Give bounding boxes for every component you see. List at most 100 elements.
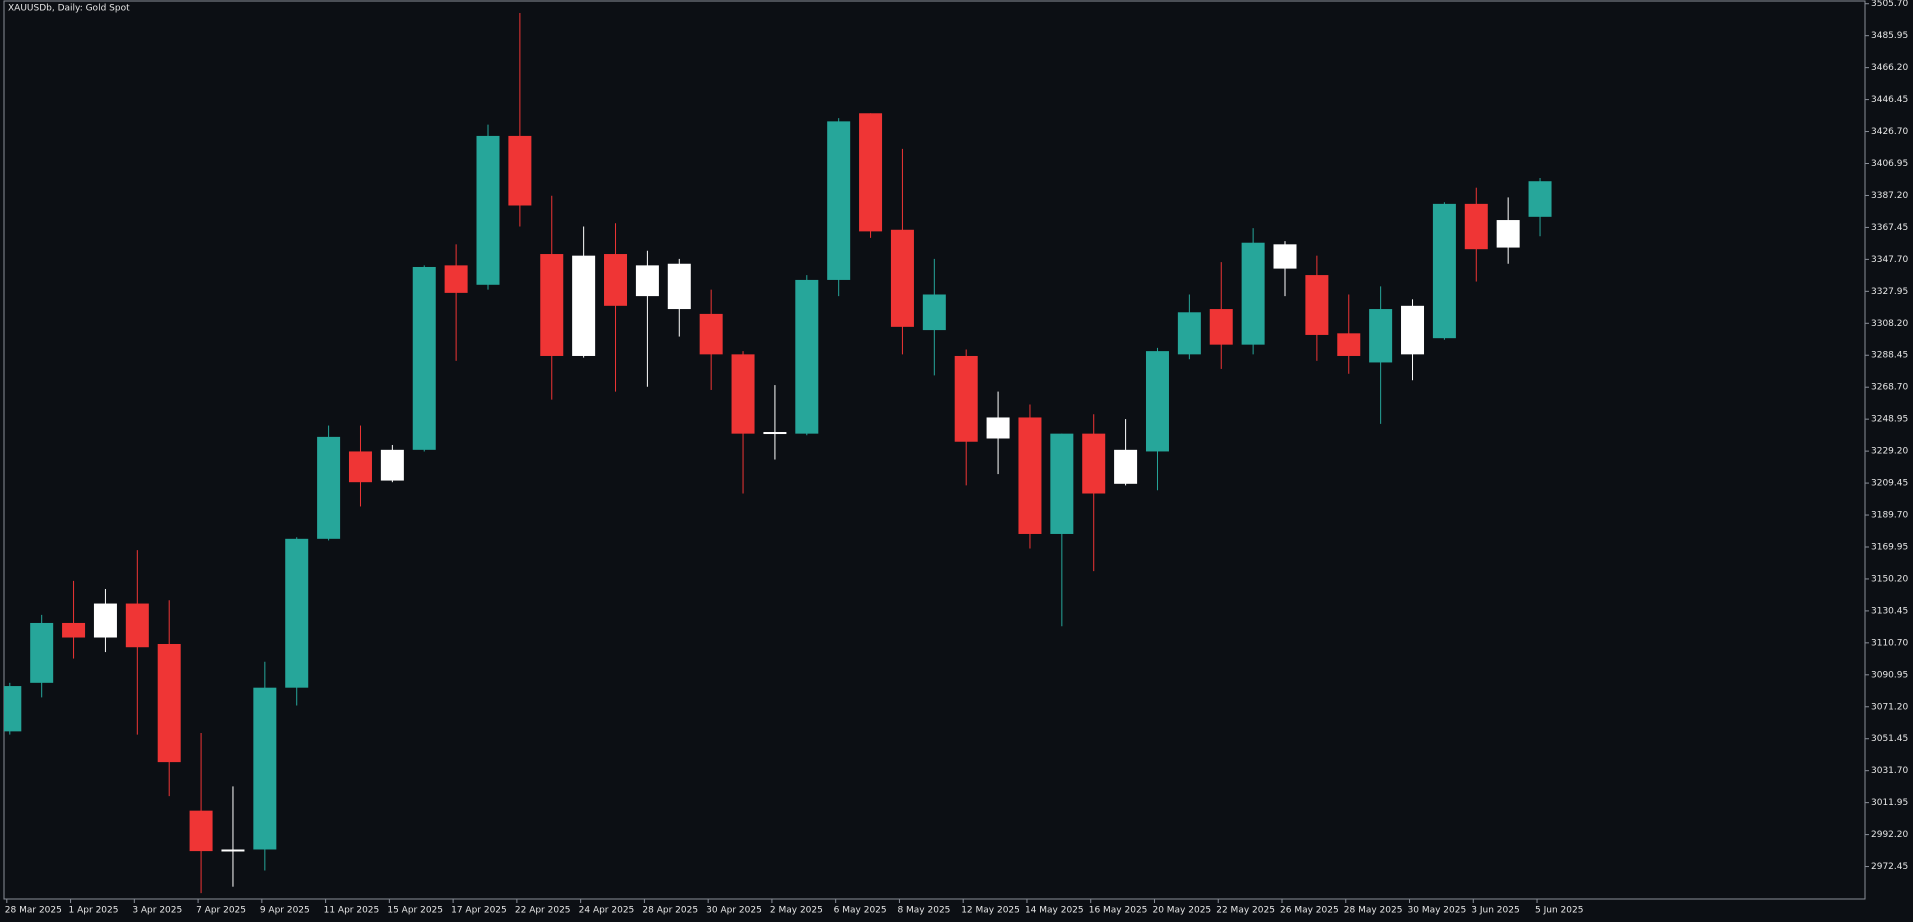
y-tick-label: 3110.70 <box>1871 638 1908 648</box>
x-tick-label: 28 May 2025 <box>1344 906 1403 916</box>
candle-body <box>1177 312 1201 355</box>
x-tick-label: 11 Apr 2025 <box>324 906 380 916</box>
candle-body <box>890 229 914 327</box>
candle-body <box>1432 203 1456 339</box>
candle-body <box>954 355 978 442</box>
x-tick-label: 17 Apr 2025 <box>451 906 507 916</box>
candle-body <box>1528 181 1552 217</box>
candle-body <box>859 113 883 232</box>
x-tick-label: 2 May 2025 <box>770 906 823 916</box>
plot-area <box>4 12 1552 894</box>
candle-body <box>986 417 1010 439</box>
candle-body <box>795 279 819 434</box>
candle-body <box>763 432 787 435</box>
x-tick-label: 30 Apr 2025 <box>706 906 762 916</box>
y-tick-label: 3505.70 <box>1871 0 1908 9</box>
candle-body <box>1145 351 1169 452</box>
x-tick-label: 16 May 2025 <box>1089 906 1148 916</box>
candle-body <box>30 622 54 683</box>
x-tick-label: 5 Jun 2025 <box>1535 906 1583 916</box>
candle-body <box>1082 433 1106 494</box>
y-tick-label: 3169.95 <box>1871 542 1908 552</box>
candle-body <box>1273 244 1297 269</box>
chart-title: XAUUSDb, Daily: Gold Spot <box>8 4 130 14</box>
candle-body <box>1496 220 1520 248</box>
candle-body <box>380 449 404 481</box>
x-tick-label: 14 May 2025 <box>1025 906 1084 916</box>
y-tick-label: 3466.20 <box>1871 63 1908 73</box>
candle-body <box>1401 305 1425 355</box>
x-tick-label: 1 Apr 2025 <box>69 906 119 916</box>
candle-body <box>125 603 149 648</box>
y-tick-label: 3406.95 <box>1871 159 1908 169</box>
y-tick-label: 3367.45 <box>1871 223 1908 233</box>
candle-body <box>1050 433 1074 534</box>
candle-body <box>1369 309 1393 363</box>
candle-body <box>221 849 245 852</box>
x-tick-label: 3 Jun 2025 <box>1471 906 1519 916</box>
x-tick-label: 12 May 2025 <box>961 906 1020 916</box>
candle-body <box>827 121 851 280</box>
candle-body <box>635 265 659 297</box>
candle-body <box>285 538 309 688</box>
x-tick-label: 20 May 2025 <box>1152 906 1211 916</box>
plot-frame <box>3 0 1866 900</box>
candle-body <box>699 313 723 355</box>
candle-body <box>4 686 22 732</box>
candle-body <box>1305 275 1329 335</box>
y-tick-label: 3268.70 <box>1871 383 1908 393</box>
candle-body <box>253 687 277 850</box>
y-tick-label: 3011.95 <box>1871 798 1908 808</box>
y-tick-label: 3327.95 <box>1871 287 1908 297</box>
candle-body <box>476 135 500 285</box>
y-tick-label: 3446.45 <box>1871 95 1908 105</box>
candle-body <box>348 451 372 483</box>
y-tick-label: 3288.45 <box>1871 351 1908 361</box>
candle-body <box>412 266 436 450</box>
x-tick-label: 30 May 2025 <box>1408 906 1467 916</box>
x-tick-label: 9 Apr 2025 <box>260 906 310 916</box>
y-tick-label: 3347.70 <box>1871 255 1908 265</box>
x-tick-label: 28 Apr 2025 <box>642 906 698 916</box>
candle-body <box>1209 309 1233 345</box>
y-tick-label: 3485.95 <box>1871 31 1908 41</box>
y-tick-label: 3071.20 <box>1871 702 1908 712</box>
x-tick-label: 26 May 2025 <box>1280 906 1339 916</box>
x-tick-label: 7 Apr 2025 <box>196 906 246 916</box>
x-tick-label: 22 May 2025 <box>1216 906 1275 916</box>
y-tick-label: 2972.45 <box>1871 862 1908 872</box>
candle-body <box>157 643 181 763</box>
y-tick-label: 3090.95 <box>1871 670 1908 680</box>
x-tick-label: 3 Apr 2025 <box>132 906 182 916</box>
candle-body <box>508 135 532 206</box>
candle-body <box>922 294 946 331</box>
candle-body <box>93 603 117 638</box>
x-tick-label: 15 Apr 2025 <box>387 906 443 916</box>
y-tick-label: 3150.20 <box>1871 574 1908 584</box>
candle-body <box>731 354 755 434</box>
candle-body <box>1241 242 1265 345</box>
x-tick-label: 22 Apr 2025 <box>515 906 571 916</box>
y-tick-label: 3130.45 <box>1871 606 1908 616</box>
candle-body <box>540 254 564 356</box>
x-tick-label: 6 May 2025 <box>834 906 887 916</box>
candle-body <box>604 254 628 306</box>
x-tick-label: 24 Apr 2025 <box>579 906 635 916</box>
candle-body <box>1464 203 1488 250</box>
candle-body <box>1018 417 1042 534</box>
candle-body <box>317 436 341 539</box>
y-tick-label: 3031.70 <box>1871 766 1908 776</box>
candle-body <box>62 622 86 638</box>
y-tick-label: 3387.20 <box>1871 191 1908 201</box>
y-tick-label: 3248.95 <box>1871 415 1908 425</box>
y-tick-label: 3229.20 <box>1871 447 1908 457</box>
x-tick-label: 8 May 2025 <box>897 906 950 916</box>
candle-body <box>1337 333 1361 356</box>
x-tick-label: 28 Mar 2025 <box>5 906 62 916</box>
candle-body <box>667 263 691 310</box>
candle-body <box>572 255 596 356</box>
y-tick-label: 3189.70 <box>1871 511 1908 521</box>
y-tick-label: 3426.70 <box>1871 127 1908 137</box>
